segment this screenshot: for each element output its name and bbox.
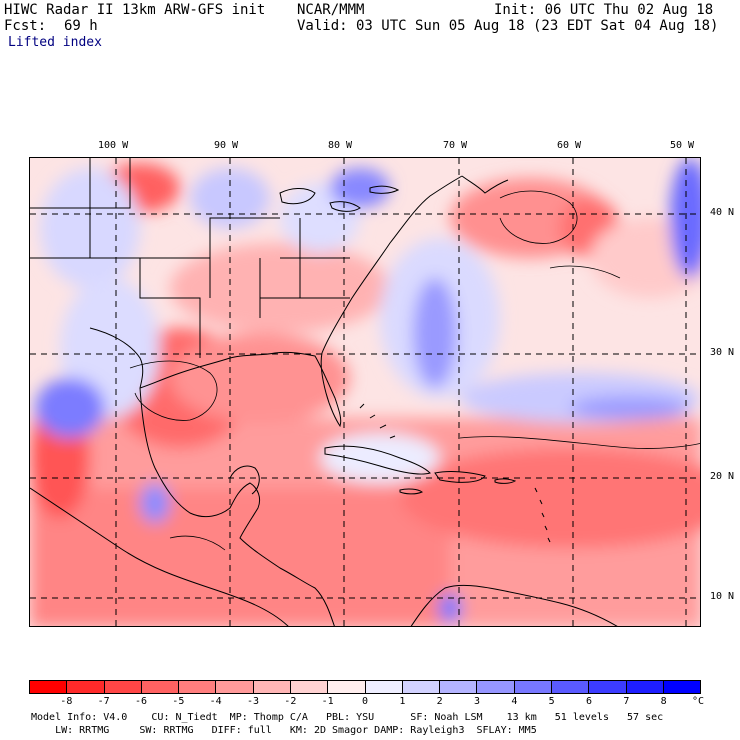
colorbar-label: -6 <box>134 696 148 707</box>
init-time: Init: 06 UTC Thu 02 Aug 18 <box>494 2 714 18</box>
lon-tick-70w: 70 W <box>443 140 468 151</box>
lifted-index-map <box>29 157 701 627</box>
colorbar-label: 3 <box>473 696 481 707</box>
field-shading <box>30 158 700 626</box>
lon-tick-90w: 90 W <box>214 140 239 151</box>
colorbar-swatch <box>589 681 627 693</box>
org-label: NCAR/MMM <box>297 2 365 18</box>
colorbar-swatch <box>551 681 590 693</box>
lon-tick-100w: 100 W <box>98 140 129 151</box>
colorbar-swatch <box>141 681 180 693</box>
model-title: HIWC Radar II 13km ARW-GFS init <box>4 2 266 18</box>
colorbar-swatch <box>626 681 664 693</box>
colorbar-label: 8 <box>660 696 667 707</box>
colorbar-swatch <box>514 681 552 693</box>
lat-lon-grid <box>30 158 700 626</box>
fcst-value: 69 h <box>64 18 98 34</box>
fcst-label: Fcst: <box>4 18 47 34</box>
colorbar-label: 5 <box>548 696 555 707</box>
colorbar-label: 6 <box>585 696 593 707</box>
colorbar-swatch <box>67 681 105 693</box>
colorbar-swatch <box>30 681 68 693</box>
colorbar-unit: °C <box>692 696 705 707</box>
colorbar-swatch <box>663 681 701 693</box>
contour-lines <box>129 190 700 551</box>
colorbar-label: -7 <box>97 696 110 707</box>
colorbar-swatch <box>365 681 403 693</box>
colorbar-swatch <box>328 681 366 693</box>
lat-tick-40n: 40 N <box>710 207 735 218</box>
colorbar-label: -4 <box>209 696 222 707</box>
colorbar <box>29 680 701 694</box>
colorbar-swatch <box>216 681 254 693</box>
colorbar-label: -2 <box>284 696 297 707</box>
colorbar-swatch <box>402 681 441 693</box>
colorbar-swatch <box>290 681 329 693</box>
field-name: Lifted index <box>8 35 102 50</box>
colorbar-swatch <box>440 681 478 693</box>
model-info-line1: Model Info: V4.0 CU: N_Tiedt MP: Thomp C… <box>31 712 664 723</box>
coastlines <box>30 158 618 626</box>
colorbar-label: -1 <box>321 696 334 707</box>
valid-time: Valid: 03 UTC Sun 05 Aug 18 (23 EDT Sat … <box>297 18 719 34</box>
colorbar-label: 0 <box>361 696 369 707</box>
colorbar-label: 7 <box>623 696 630 707</box>
lat-tick-30n: 30 N <box>710 347 735 358</box>
lon-tick-80w: 80 W <box>328 140 353 151</box>
lon-tick-60w: 60 W <box>557 140 582 151</box>
colorbar-swatch <box>477 681 515 693</box>
colorbar-swatch <box>104 681 142 693</box>
colorbar-label: -3 <box>246 696 260 707</box>
colorbar-label: -8 <box>60 696 73 707</box>
colorbar-swatch <box>179 681 217 693</box>
model-info-line2: LW: RRTMG SW: RRTMG DIFF: full KM: 2D Sm… <box>31 725 537 736</box>
lat-tick-20n: 20 N <box>710 471 735 482</box>
colorbar-label: 4 <box>511 696 518 707</box>
colorbar-label: -5 <box>172 696 185 707</box>
lat-tick-10n: 10 N <box>710 591 735 602</box>
lon-tick-50w: 50 W <box>670 140 695 151</box>
colorbar-label: 2 <box>436 696 443 707</box>
colorbar-label: 1 <box>399 696 406 707</box>
colorbar-swatch <box>253 681 291 693</box>
